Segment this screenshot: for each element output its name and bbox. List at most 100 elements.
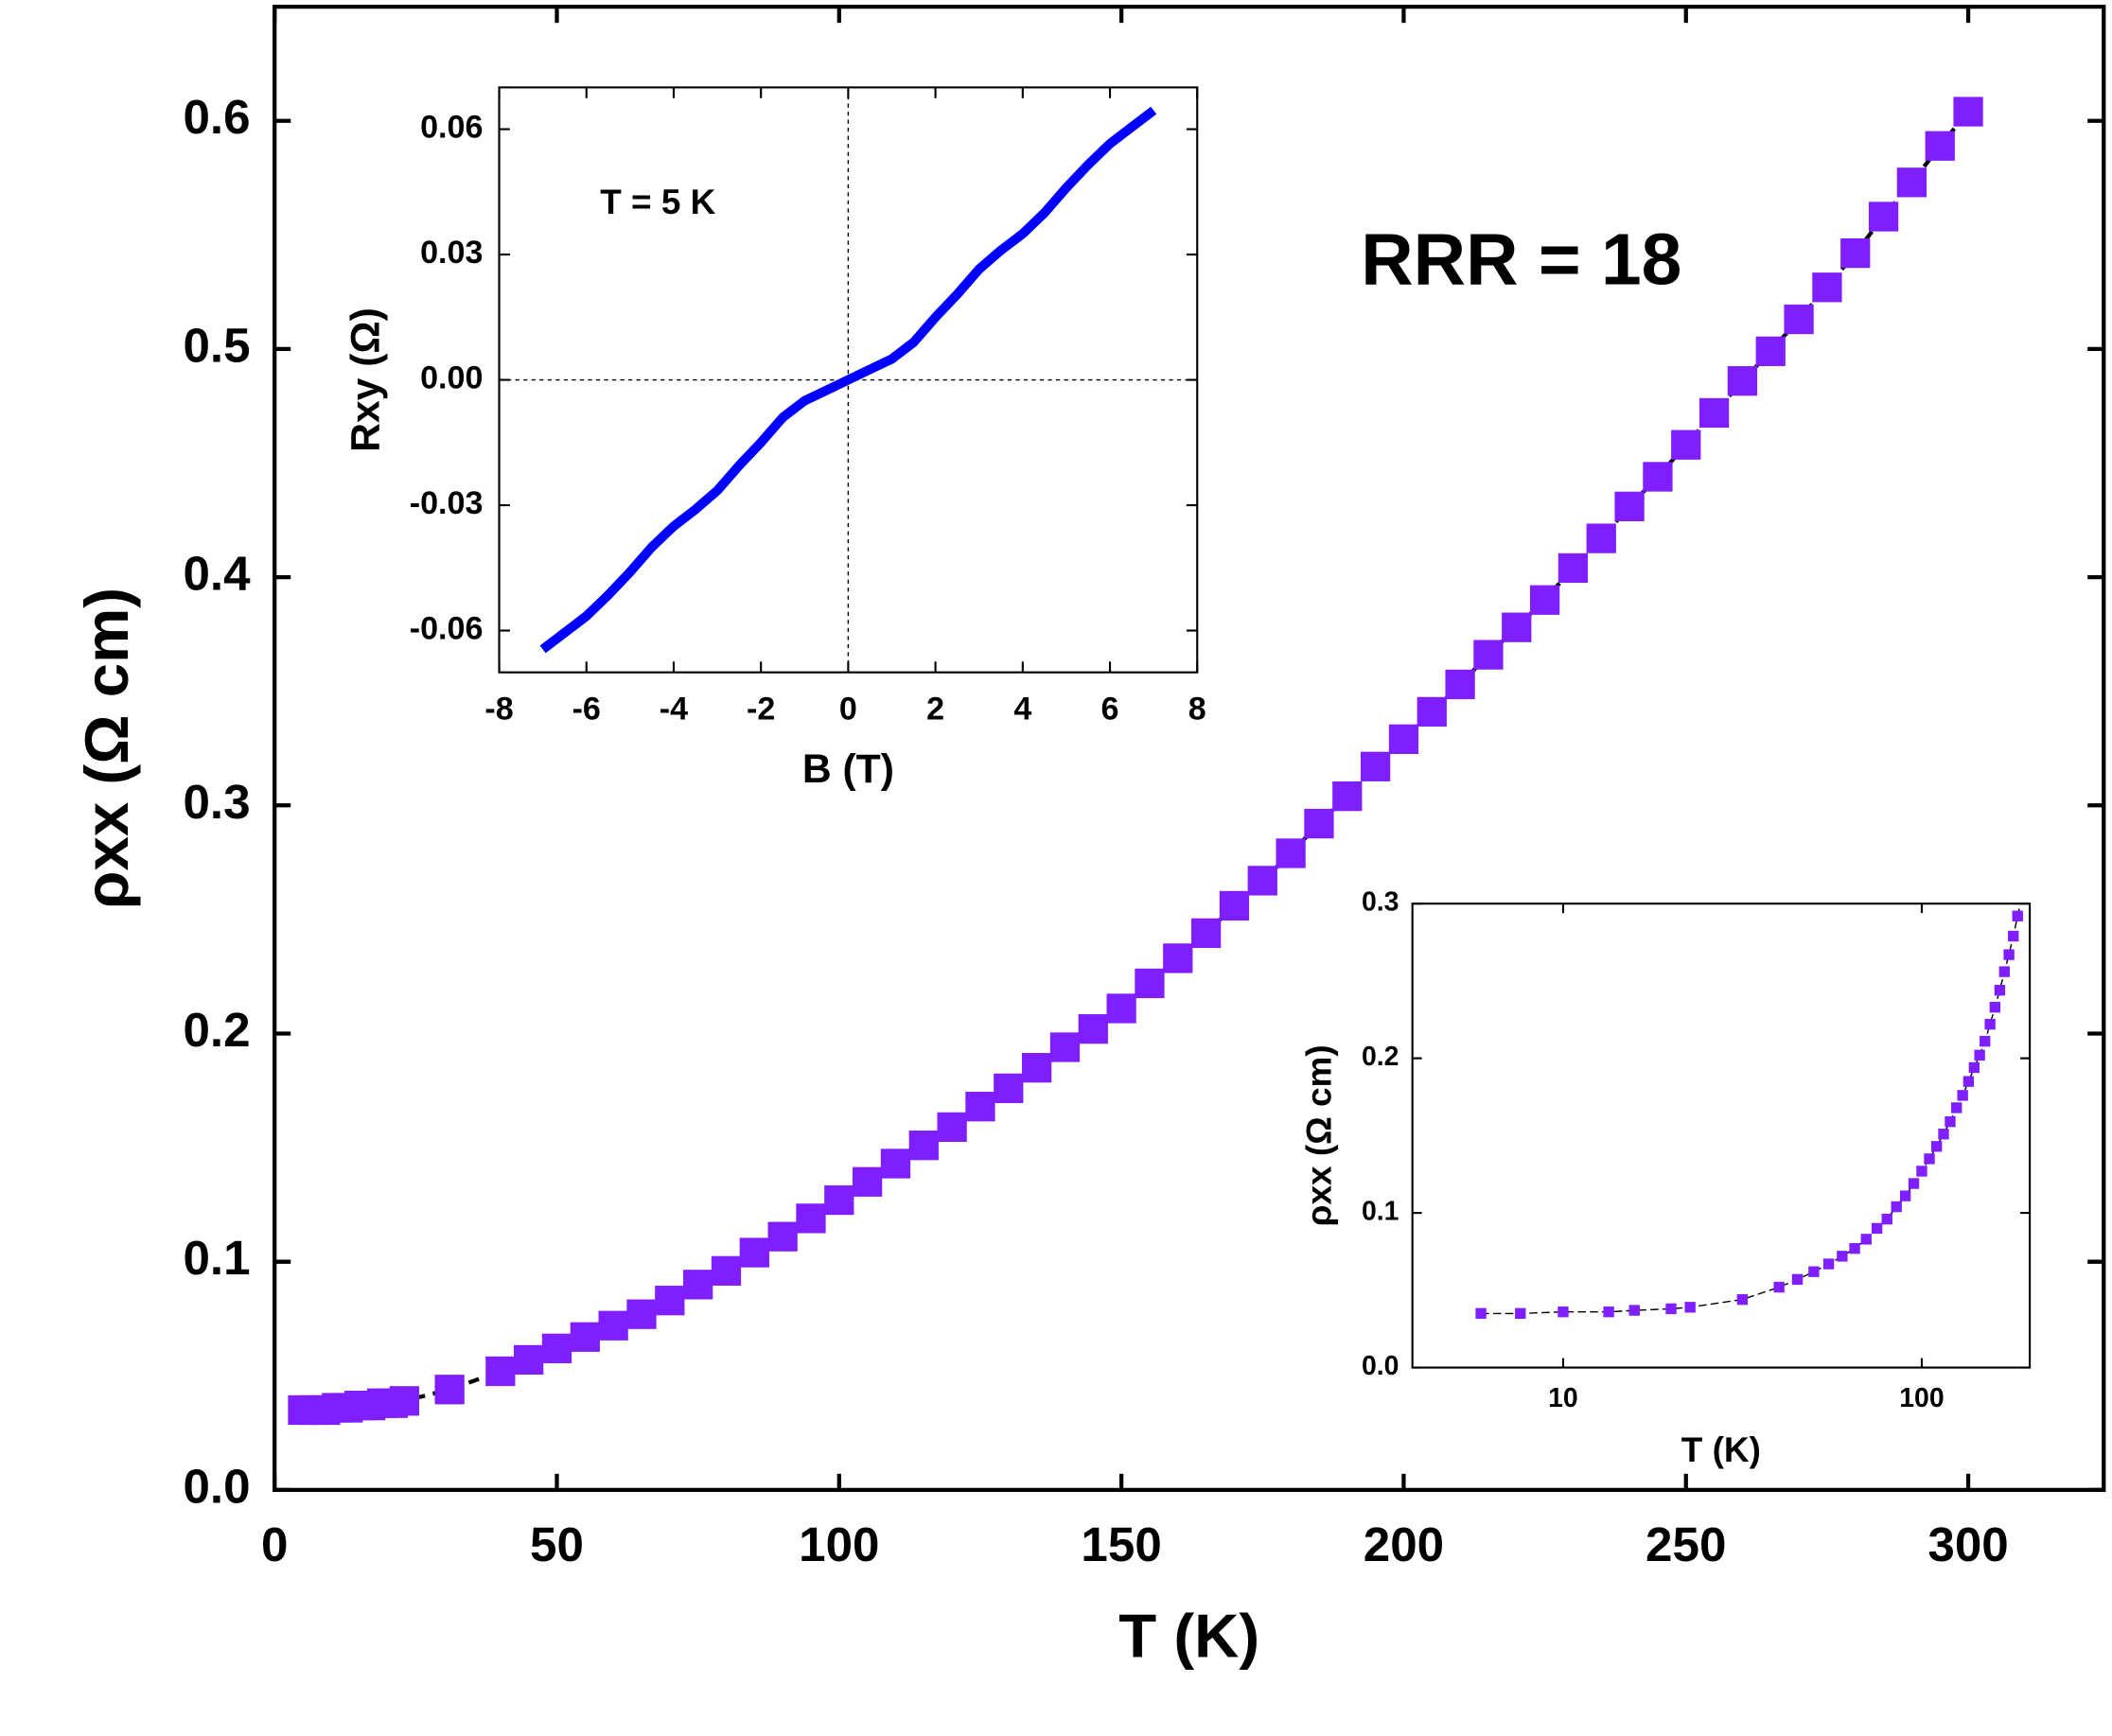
data-point bbox=[1891, 1201, 1902, 1213]
data-point bbox=[626, 1299, 657, 1329]
data-point bbox=[1938, 1129, 1949, 1140]
data-point bbox=[1388, 724, 1419, 754]
data-point bbox=[1603, 1306, 1614, 1318]
data-point bbox=[1881, 1213, 1892, 1225]
y-tick-label: 0.06 bbox=[420, 110, 483, 146]
data-point bbox=[1840, 237, 1871, 269]
data-point bbox=[1276, 838, 1306, 868]
x-tick-label: 200 bbox=[1364, 1517, 1444, 1571]
data-point bbox=[2008, 930, 2019, 942]
data-point bbox=[908, 1131, 939, 1161]
data-point bbox=[541, 1333, 572, 1363]
data-point bbox=[1219, 890, 1250, 921]
data-point bbox=[1896, 167, 1927, 198]
data-point bbox=[853, 1166, 883, 1197]
data-point bbox=[1849, 1242, 1860, 1254]
data-point bbox=[1515, 1307, 1526, 1320]
data-point bbox=[1736, 1293, 1749, 1306]
plot-frame bbox=[1411, 903, 2032, 1369]
data-point bbox=[1614, 491, 1645, 521]
data-point bbox=[1930, 1141, 1943, 1152]
data-point bbox=[711, 1255, 742, 1286]
data-point bbox=[2016, 892, 2027, 903]
x-tick-label: 10 bbox=[1548, 1383, 1578, 1413]
data-point bbox=[1502, 612, 1532, 642]
data-point bbox=[1822, 1258, 1835, 1270]
data-point bbox=[1698, 397, 1730, 429]
data-point bbox=[1163, 943, 1193, 973]
data-point bbox=[1791, 1273, 1804, 1286]
data-point bbox=[1417, 696, 1447, 728]
data-point bbox=[1475, 1307, 1487, 1320]
data-point bbox=[1916, 1166, 1927, 1177]
data-point bbox=[1360, 751, 1391, 781]
data-point bbox=[1445, 669, 1475, 700]
data-point bbox=[598, 1310, 628, 1341]
x-tick-label: -2 bbox=[747, 692, 775, 728]
data-group bbox=[1475, 892, 2027, 1320]
data-point bbox=[1989, 1001, 2001, 1013]
y-tick-label: 0.3 bbox=[183, 775, 250, 829]
data-point bbox=[767, 1221, 798, 1252]
y-tick-label: 0.0 bbox=[1362, 1351, 1399, 1381]
data-point bbox=[1135, 968, 1165, 999]
data-point bbox=[1727, 366, 1758, 396]
data-point bbox=[1968, 1061, 1980, 1074]
y-tick-label: 0.5 bbox=[183, 318, 250, 372]
x-tick-label: 250 bbox=[1646, 1517, 1726, 1571]
data-point bbox=[1868, 202, 1899, 232]
data-point bbox=[1106, 993, 1136, 1024]
y-tick-label: 0.2 bbox=[1362, 1042, 1399, 1072]
x-axis-label: T (K) bbox=[1681, 1430, 1761, 1469]
data-point bbox=[1998, 966, 2011, 977]
data-point bbox=[1924, 1153, 1935, 1165]
plot-frame bbox=[273, 4, 2106, 1493]
data-point bbox=[2003, 949, 2015, 960]
data-point bbox=[1974, 1049, 1985, 1061]
data-point bbox=[1628, 1305, 1640, 1316]
data-point bbox=[1558, 1306, 1569, 1318]
x-tick-label: 8 bbox=[1188, 692, 1206, 728]
data-point bbox=[514, 1344, 544, 1376]
data-point bbox=[1643, 462, 1673, 492]
y-tick-label: 0.03 bbox=[420, 235, 483, 271]
y-tick-label: 0.6 bbox=[183, 90, 250, 144]
data-point bbox=[965, 1092, 995, 1122]
data-group bbox=[288, 96, 1983, 1426]
data-point bbox=[1925, 131, 1955, 161]
x-axis-label: B (T) bbox=[802, 746, 894, 792]
y-axis-label: ρxx (Ω cm) bbox=[72, 587, 141, 909]
data-point bbox=[1899, 1190, 1911, 1201]
x-tick-label: -4 bbox=[660, 692, 688, 728]
data-point bbox=[796, 1203, 826, 1234]
data-point bbox=[1304, 808, 1334, 839]
data-point bbox=[1078, 1014, 1108, 1044]
data-point bbox=[2012, 910, 2023, 921]
data-point bbox=[389, 1386, 420, 1416]
connect-line bbox=[1481, 903, 2021, 1315]
y-tick-label: 0.00 bbox=[420, 360, 483, 396]
data-point bbox=[1784, 304, 1814, 335]
data-point bbox=[1871, 1222, 1883, 1235]
x-tick-label: 2 bbox=[926, 692, 944, 728]
y-tick-label: -0.06 bbox=[410, 611, 484, 647]
data-point bbox=[1586, 523, 1616, 553]
data-point bbox=[1953, 96, 1983, 127]
y-tick-label: 0.4 bbox=[183, 547, 251, 601]
x-tick-label: 100 bbox=[799, 1517, 879, 1571]
data-point bbox=[1808, 1266, 1820, 1277]
data-point bbox=[1021, 1053, 1052, 1083]
y-tick-label: 0.0 bbox=[183, 1459, 250, 1513]
x-tick-label: 50 bbox=[530, 1517, 584, 1571]
x-axis-label: T (K) bbox=[1118, 1602, 1259, 1671]
data-point bbox=[1951, 1102, 1962, 1113]
y-tick-label: 0.3 bbox=[1362, 887, 1399, 918]
data-point bbox=[1049, 1032, 1081, 1062]
data-point bbox=[880, 1149, 911, 1179]
data-point bbox=[1837, 1251, 1848, 1262]
data-point bbox=[683, 1270, 713, 1300]
x-tick-label: -8 bbox=[484, 692, 513, 728]
data-point bbox=[1558, 552, 1589, 584]
data-point bbox=[1945, 1115, 1956, 1128]
